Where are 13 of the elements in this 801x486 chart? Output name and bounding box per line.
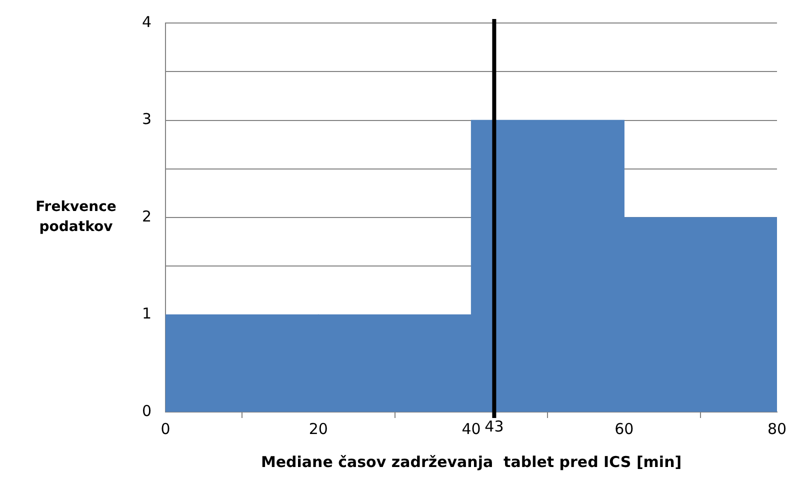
y-tick-label: 3 bbox=[142, 110, 152, 128]
x-tick-label: 60 bbox=[614, 420, 634, 438]
x-axis-title: Mediane časov zadrževanja tablet pred ICS [min] bbox=[260, 452, 682, 471]
x-tick-label: 20 bbox=[308, 420, 328, 438]
y-axis-title: Frekvence podatkov bbox=[36, 199, 116, 236]
x-tick-label: 80 bbox=[767, 420, 787, 438]
y-tick-label: 4 bbox=[142, 12, 152, 31]
y-tick-label: 1 bbox=[142, 304, 152, 323]
y-tick-label: 0 bbox=[142, 402, 152, 420]
ref-line-label: 43 bbox=[484, 417, 504, 436]
y-tick-label: 2 bbox=[142, 207, 152, 226]
x-tick-label: 0 bbox=[160, 420, 170, 438]
x-tick-label: 40 bbox=[462, 420, 481, 438]
